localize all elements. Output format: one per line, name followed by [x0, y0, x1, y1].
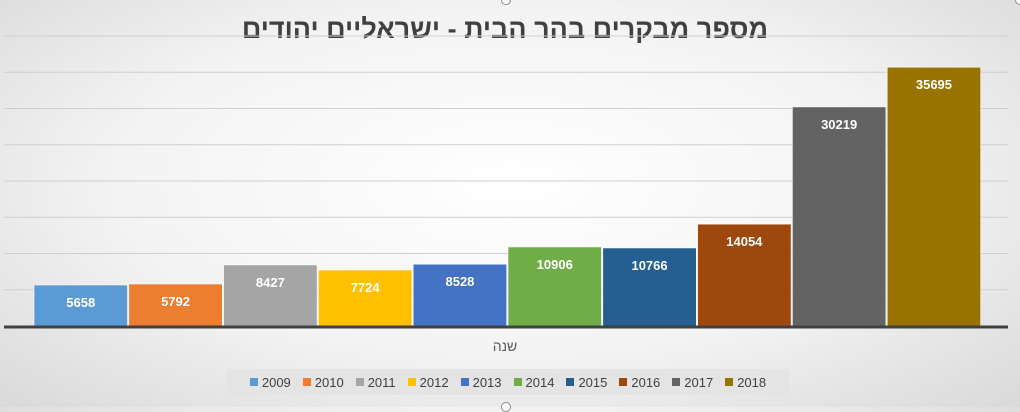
legend-label: 2015 [578, 374, 608, 390]
legend-swatch [302, 378, 311, 386]
legend-item-2013[interactable]: 2013 [460, 374, 502, 390]
legend-swatch [249, 378, 258, 386]
legend-item-2014[interactable]: 2014 [513, 374, 555, 390]
data-label-2010: 5792 [161, 294, 190, 309]
legend-item-2009[interactable]: 2009 [249, 374, 291, 390]
data-label-2015: 10766 [631, 258, 667, 273]
legend-swatch [513, 378, 522, 386]
legend-swatch [460, 378, 469, 386]
bar-2014[interactable] [507, 246, 602, 327]
data-label-2012: 7724 [351, 280, 381, 295]
legend-item-2012[interactable]: 2012 [407, 374, 449, 390]
legend-label: 2012 [419, 374, 449, 390]
legend-swatch [566, 378, 575, 386]
data-label-2014: 10906 [537, 257, 573, 272]
legend-label: 2016 [631, 374, 661, 390]
bar-2018[interactable] [886, 66, 982, 327]
legend-swatch [407, 378, 416, 386]
legend-label: 2013 [472, 374, 502, 390]
data-label-2013: 8528 [445, 274, 474, 289]
legend-label: 2010 [314, 374, 344, 390]
plot-area: 5658 5792 8427 7724 8528 10906 10766 14054 30219… [4, 35, 1008, 329]
legend-item-2017[interactable]: 2017 [672, 375, 713, 390]
legend-swatch [619, 378, 628, 386]
legend-label: 2011 [367, 374, 396, 390]
legend-item-2018[interactable]: 2018 [725, 375, 766, 390]
x-axis-title: שנה [492, 338, 518, 354]
data-label-2009: 5658 [66, 295, 95, 310]
chart-title: מספר מבקרים בהר הבית - ישראליים יהודים [241, 14, 769, 44]
bar-2016[interactable] [697, 223, 792, 327]
legend-label: 2017 [684, 374, 714, 390]
data-label-2017: 30219 [821, 117, 857, 132]
legend-swatch [355, 378, 364, 386]
data-label-2016: 14054 [726, 234, 763, 249]
legend-item-2010[interactable]: 2010 [302, 374, 344, 390]
legend-item-2011[interactable]: 2011 [355, 374, 396, 390]
legend-label: 2014 [525, 374, 555, 390]
bottom-resize-handle[interactable] [501, 402, 511, 412]
corner-resize-handle[interactable] [1015, 0, 1020, 5]
legend-item-2015[interactable]: 2015 [566, 375, 607, 390]
data-label-2018: 35695 [916, 77, 952, 92]
bar-2017[interactable] [792, 106, 887, 327]
chart-legend: 2009 2010 2011 2012 2013 2014 2015 2016 2017 2018 [227, 369, 789, 395]
legend-swatch [725, 378, 734, 386]
data-label-2011: 8427 [256, 275, 285, 290]
legend-item-2016[interactable]: 2016 [619, 375, 660, 390]
bar-2015[interactable] [602, 247, 697, 327]
legend-swatch [672, 378, 681, 386]
bar-2012[interactable] [318, 269, 413, 327]
legend-label: 2018 [737, 374, 767, 390]
legend-label: 2009 [261, 374, 291, 390]
